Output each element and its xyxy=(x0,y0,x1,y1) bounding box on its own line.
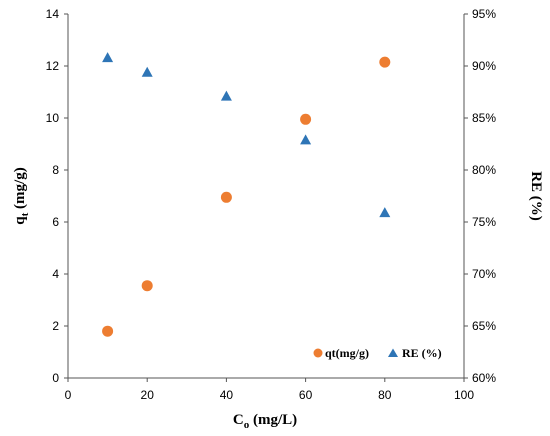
right-y-tick-label: 65% xyxy=(472,319,496,333)
left-y-axis-ticks: 0 2 4 6 8 10 12 14 xyxy=(46,7,68,385)
left-y-tick-label: 0 xyxy=(52,371,59,385)
re-point xyxy=(379,207,391,218)
left-y-tick-label: 10 xyxy=(46,111,60,125)
right-y-axis-ticks: 60% 65% 70% 75% 80% 85% 90% 95% xyxy=(464,7,496,385)
left-y-axis-title-subscript: t xyxy=(19,212,31,216)
left-y-tick-label: 12 xyxy=(46,59,60,73)
qt-point xyxy=(220,191,232,203)
x-tick-label: 60 xyxy=(299,388,313,402)
left-y-axis-title: qt (mg/g) xyxy=(12,167,31,224)
x-axis-title-rest: (mg/L) xyxy=(249,412,297,428)
legend: qt(mg/g) RE (%) xyxy=(313,346,442,360)
left-y-axis-title-main: q xyxy=(12,216,28,225)
left-y-tick-label: 2 xyxy=(52,319,59,333)
re-point xyxy=(102,52,114,63)
x-tick-label: 40 xyxy=(220,388,234,402)
right-y-tick-label: 95% xyxy=(472,7,496,21)
left-y-axis-title-rest: (mg/g) xyxy=(12,167,28,212)
left-y-tick-label: 14 xyxy=(46,7,60,21)
legend-label-re: RE (%) xyxy=(402,346,442,360)
qt-point xyxy=(379,56,391,68)
qt-point xyxy=(141,280,153,292)
right-y-tick-label: 85% xyxy=(472,111,496,125)
legend-marker-qt xyxy=(313,348,323,358)
right-y-tick-label: 80% xyxy=(472,163,496,177)
axes xyxy=(67,14,465,379)
right-y-tick-label: 70% xyxy=(472,267,496,281)
right-y-tick-label: 90% xyxy=(472,59,496,73)
right-y-tick-label: 75% xyxy=(472,215,496,229)
x-axis-ticks: 0 20 40 60 80 100 xyxy=(65,378,474,402)
re-point xyxy=(141,66,153,77)
data-points xyxy=(102,52,391,337)
legend-label-qt: qt(mg/g) xyxy=(325,346,369,360)
x-axis-title-subscript: o xyxy=(244,419,250,431)
re-point xyxy=(220,90,232,101)
qt-point xyxy=(102,325,114,337)
x-tick-label: 20 xyxy=(141,388,155,402)
qt-point xyxy=(300,113,312,125)
x-tick-label: 0 xyxy=(65,388,72,402)
right-y-tick-label: 60% xyxy=(472,371,496,385)
left-y-tick-label: 8 xyxy=(52,163,59,177)
left-y-tick-label: 6 xyxy=(52,215,59,229)
x-axis-title-main: C xyxy=(233,412,244,428)
left-y-tick-label: 4 xyxy=(52,267,59,281)
x-tick-label: 80 xyxy=(378,388,392,402)
legend-marker-re xyxy=(388,348,398,357)
x-axis-title: Co (mg/L) xyxy=(233,412,297,431)
right-y-axis-title: RE (%) xyxy=(528,171,544,221)
x-tick-label: 100 xyxy=(454,388,474,402)
re-point xyxy=(300,134,312,145)
